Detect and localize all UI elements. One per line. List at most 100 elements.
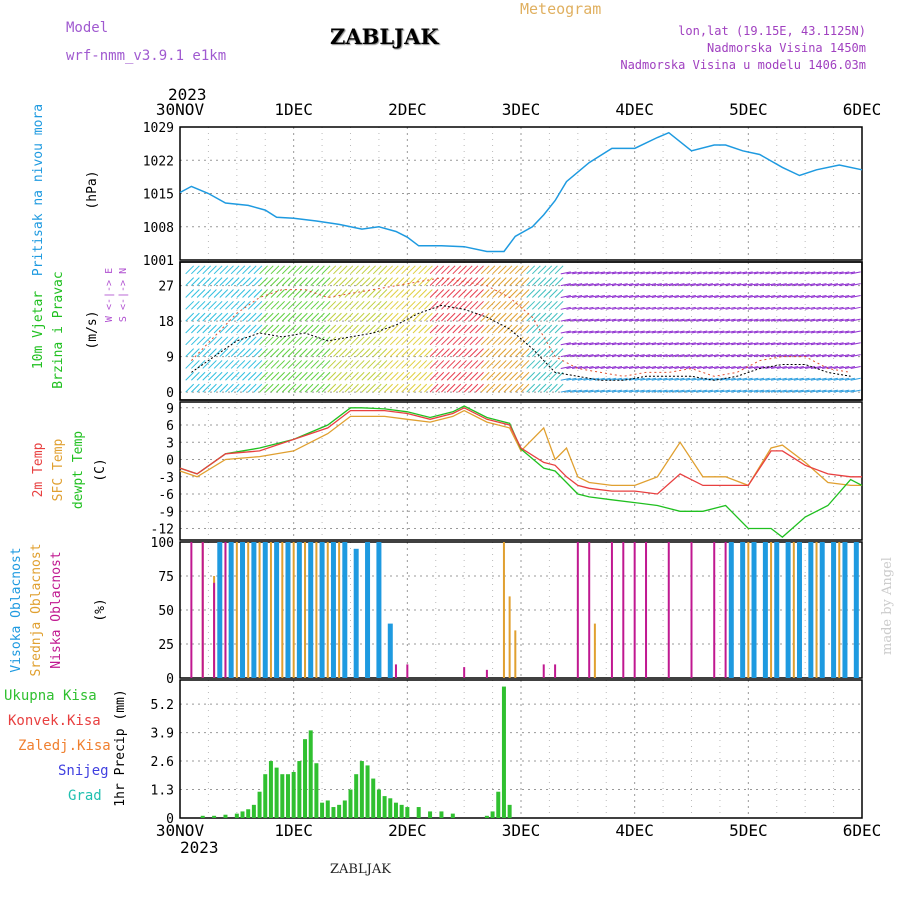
wind-barb (355, 348, 365, 357)
wind-barb (594, 318, 605, 322)
wind-barb (708, 294, 719, 298)
precip-bar (280, 774, 285, 818)
wind-barb (577, 294, 588, 298)
wind-barb (566, 306, 577, 310)
wind-barb (264, 383, 274, 393)
wind-barb (344, 277, 354, 287)
wind-barb (799, 365, 810, 369)
wind-barb (230, 360, 240, 369)
wind-barb (765, 365, 776, 369)
wind-barb (344, 265, 354, 275)
wind-barb (594, 354, 605, 358)
wind-barb (281, 312, 291, 322)
wind-barb (304, 348, 314, 357)
page-title: ZABLJAK (330, 24, 439, 49)
wind-barb (452, 312, 462, 322)
wind-barb (384, 289, 393, 298)
wind-barb (196, 300, 206, 310)
wind-barb (805, 271, 816, 275)
wind-barb (822, 354, 833, 358)
wind-barb (264, 360, 274, 369)
wind-barb (560, 342, 571, 346)
wind-barb (492, 336, 501, 346)
cloud-high-bar (330, 542, 336, 678)
wind-barb (662, 365, 674, 369)
wind-barb (532, 312, 541, 322)
wind-barb (634, 354, 645, 358)
wind-barb (242, 348, 251, 357)
wind-barb (799, 306, 810, 310)
wind-barb (458, 348, 467, 357)
wind-barb (651, 377, 662, 381)
wind-barb (606, 283, 617, 287)
wind-barb (401, 336, 411, 346)
wind-barb (793, 271, 804, 275)
wind-barb (401, 360, 411, 369)
wind-barb (270, 348, 280, 357)
wind-barb (185, 300, 195, 310)
wind-barb (503, 289, 513, 298)
precipitation-ytick-label: 0 (166, 812, 174, 827)
wind-barb (191, 348, 200, 357)
wind-barb (526, 277, 536, 287)
wind-barb (759, 377, 770, 381)
wind-barb (213, 324, 223, 334)
wind-barb (554, 383, 564, 393)
wind-barb (395, 265, 405, 275)
wind-barb (401, 371, 411, 381)
wind-barb (418, 348, 428, 357)
cloud-mid-bar (747, 542, 750, 678)
wind-barb (452, 289, 462, 298)
wind-barb (509, 277, 518, 287)
wind-barb (287, 300, 297, 310)
wind-barb (259, 277, 268, 287)
wind-barb (788, 365, 799, 369)
wind-barb (805, 330, 816, 334)
wind-barb (281, 348, 291, 357)
wind-barb (350, 265, 359, 275)
wind-barb (759, 283, 770, 287)
wind-gust-line (191, 277, 851, 377)
precip-bar (212, 815, 217, 818)
wind-barb (850, 318, 861, 322)
cloud-ytick-label: 75 (158, 570, 174, 585)
wind-barb (770, 271, 782, 275)
wind-barb (259, 300, 268, 310)
wind-barb (236, 265, 246, 275)
wind-barb (668, 294, 679, 298)
wind-barb (770, 294, 782, 298)
wind-barb (770, 365, 782, 369)
time-label-bottom: 6DEC (843, 821, 882, 840)
wind-barb (753, 318, 765, 322)
wind-barb (389, 289, 399, 298)
wind-barb (594, 365, 605, 369)
wind-barb (816, 330, 827, 334)
wind-barb (213, 360, 223, 369)
wind-barb (850, 365, 861, 369)
wind-barb (401, 300, 411, 310)
wind-barb (191, 336, 200, 346)
wind-barb (572, 377, 583, 381)
wind-barb (623, 365, 634, 369)
wind-barb (714, 377, 725, 381)
wind-barb (281, 371, 291, 381)
wind-barb (788, 342, 799, 346)
wind-barb (293, 300, 303, 310)
wind-barb (259, 348, 268, 357)
wind-barb (708, 365, 719, 369)
wind-barb (577, 283, 588, 287)
wind-barb (310, 312, 320, 322)
wind-barb (452, 383, 462, 393)
wind-barb (202, 277, 212, 287)
wind-barb (298, 324, 308, 334)
wind-barb (770, 354, 782, 358)
wind-barb (606, 365, 617, 369)
wind-barb (338, 336, 348, 346)
wind-barb (668, 377, 679, 381)
wind-barb (623, 342, 634, 346)
wind-barb (509, 336, 518, 346)
wind-barb (583, 365, 594, 369)
wind-barb (628, 354, 640, 358)
wind-barb (304, 360, 314, 369)
wind-barb (441, 336, 450, 346)
